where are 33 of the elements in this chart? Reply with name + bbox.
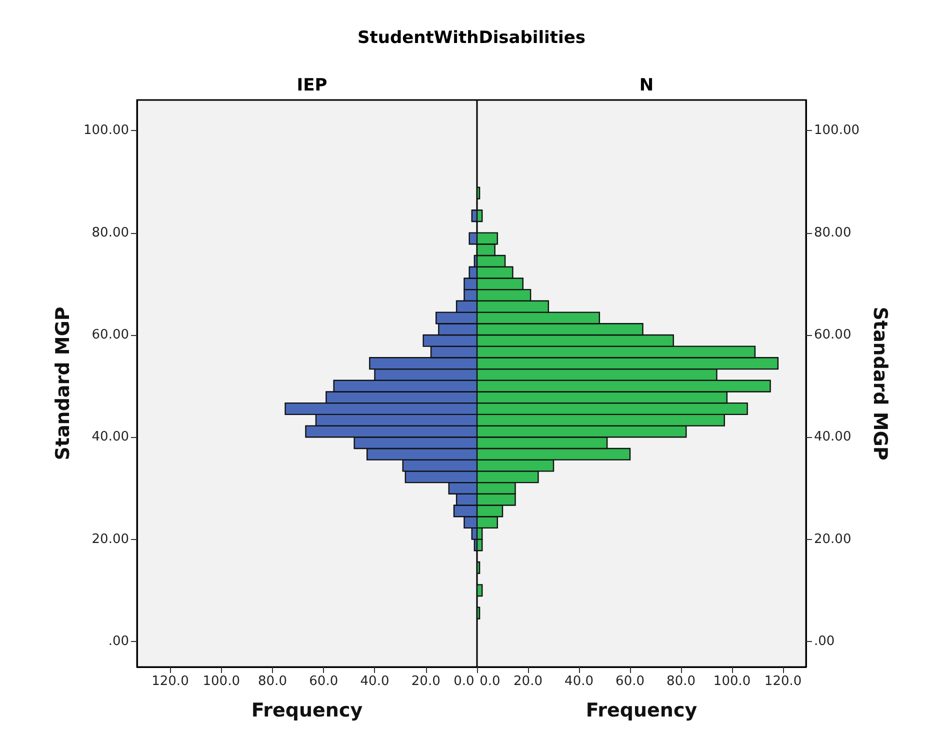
y-tick-label: .00 <box>814 634 835 649</box>
y-tick-label: 100.00 <box>84 123 129 138</box>
x-tick-label: 20.0 <box>514 674 542 689</box>
y-tick-label: 80.00 <box>814 225 852 240</box>
x-tick-label: 120.0 <box>152 674 189 689</box>
y-tick-label: .00 <box>108 634 129 649</box>
chart-subtitle: IEP <box>296 76 328 96</box>
y-tick-label: 100.00 <box>814 123 860 138</box>
x-axis-title: Frequency <box>586 700 698 722</box>
x-axis-title: Frequency <box>251 700 364 722</box>
y-tick-label: 40.00 <box>92 430 129 445</box>
x-tick-label: 100.0 <box>713 674 751 689</box>
y-tick-label: 60.00 <box>92 327 129 342</box>
x-tick-label: 60.0 <box>309 674 338 689</box>
y-tick-label: 60.00 <box>814 327 852 342</box>
x-tick-label: 40.0 <box>360 674 390 689</box>
x-tick-label: 100.0 <box>202 674 240 689</box>
y-tick-label: 80.00 <box>92 225 129 240</box>
x-tick-label: 80.0 <box>666 674 696 689</box>
y-axis-title: Standard MGP <box>52 306 74 460</box>
x-tick-label: 0.0 <box>454 674 474 689</box>
x-tick-label: 20.0 <box>411 674 440 689</box>
x-tick-label: 0.0 <box>480 674 500 689</box>
y-tick-label: 20.00 <box>92 532 129 547</box>
y-tick-label: 40.00 <box>814 430 852 445</box>
x-tick-label: 40.0 <box>564 674 594 689</box>
x-tick-label: 80.0 <box>258 674 287 689</box>
y-axis-title: Standard MGP <box>868 306 891 460</box>
x-tick-label: 60.0 <box>616 674 644 689</box>
y-tick-label: 20.00 <box>814 532 852 547</box>
x-tick-label: 120.0 <box>764 674 802 689</box>
chart-title: StudentWithDisabilities <box>356 28 586 48</box>
chart-subtitle: N <box>639 76 654 96</box>
